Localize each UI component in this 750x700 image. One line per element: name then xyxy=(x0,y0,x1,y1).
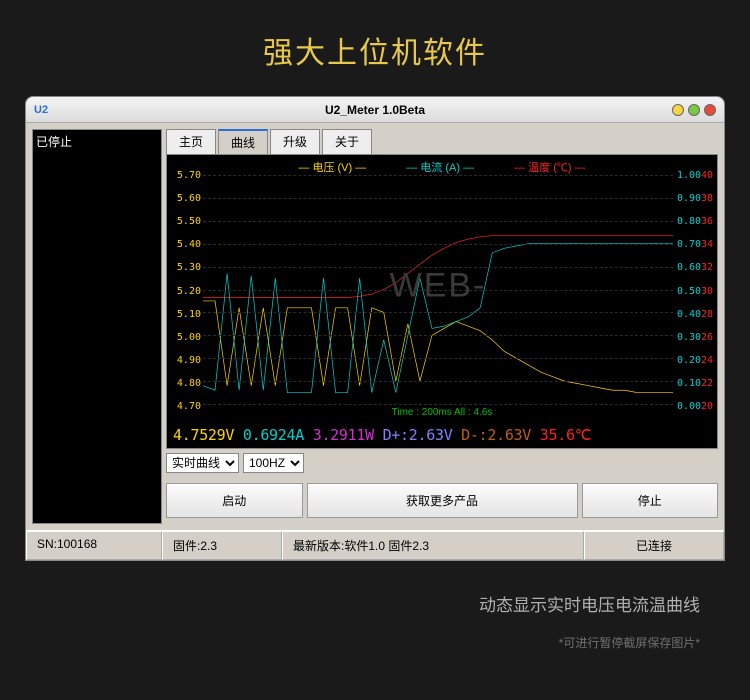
tabs: 主页曲线升级关于 xyxy=(166,129,718,154)
rate-select[interactable]: 100HZ xyxy=(243,453,304,473)
legend: — 电压 (V) — — 电流 (A) — — 温度 (℃) — xyxy=(167,159,717,175)
chart: — 电压 (V) — — 电流 (A) — — 温度 (℃) — WEB- Ti… xyxy=(166,154,718,449)
stop-button[interactable]: 停止 xyxy=(582,483,719,518)
statusbar: SN:100168 固件:2.3 最新版本:软件1.0 固件2.3 已连接 xyxy=(26,530,724,560)
status-connection: 已连接 xyxy=(584,531,724,560)
minimize-icon[interactable] xyxy=(672,104,684,116)
page-heading: 强大上位机软件 xyxy=(0,0,750,96)
tab-2[interactable]: 升级 xyxy=(270,129,320,154)
legend-voltage: — 电压 (V) — xyxy=(298,159,366,175)
mode-select[interactable]: 实时曲线 xyxy=(166,453,239,473)
titlebar[interactable]: U2 U2_Meter 1.0Beta xyxy=(26,97,724,123)
time-label: Time : 200ms All : 4.6s xyxy=(167,407,717,418)
plot-area: WEB- xyxy=(203,175,673,404)
legend-temperature: — 温度 (℃) — xyxy=(514,159,586,175)
more-products-button[interactable]: 获取更多产品 xyxy=(307,483,578,518)
status-sn: SN:100168 xyxy=(26,531,162,560)
app-id: U2 xyxy=(34,104,48,116)
tab-0[interactable]: 主页 xyxy=(166,129,216,154)
maximize-icon[interactable] xyxy=(688,104,700,116)
footer-subtext: *可进行暂停截屏保存图片* xyxy=(0,616,750,651)
tab-3[interactable]: 关于 xyxy=(322,129,372,154)
status-version: 最新版本:软件1.0 固件2.3 xyxy=(282,531,584,560)
status-firmware: 固件:2.3 xyxy=(162,531,282,560)
start-button[interactable]: 启动 xyxy=(166,483,303,518)
close-icon[interactable] xyxy=(704,104,716,116)
legend-current: — 电流 (A) — xyxy=(406,159,474,175)
tab-1[interactable]: 曲线 xyxy=(218,129,268,154)
app-window: U2 U2_Meter 1.0Beta 已停止 主页曲线升级关于 — 电压 (V… xyxy=(25,96,725,561)
readings: 4.7529V 0.6924A 3.2911W D+:2.63V D-:2.63… xyxy=(173,426,711,444)
footer-text: 动态显示实时电压电流温曲线 xyxy=(0,561,750,616)
window-title: U2_Meter 1.0Beta xyxy=(325,103,425,117)
window-controls xyxy=(672,104,716,116)
sidebar-status: 已停止 xyxy=(36,135,72,149)
sidebar: 已停止 xyxy=(32,129,162,524)
